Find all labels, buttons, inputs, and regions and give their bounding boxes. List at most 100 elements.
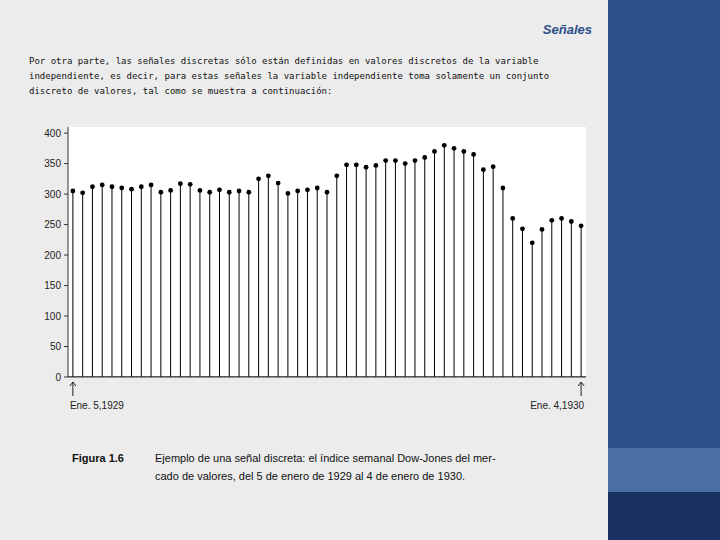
y-tick-label: 350 xyxy=(44,158,61,169)
stem xyxy=(344,162,349,377)
y-tick xyxy=(64,133,68,134)
stem-marker xyxy=(198,188,203,193)
stem-marker xyxy=(403,161,408,166)
stem-marker xyxy=(70,189,75,194)
stem-marker xyxy=(305,187,310,192)
y-tick-label: 200 xyxy=(44,250,61,261)
stem-line xyxy=(131,189,132,377)
stem xyxy=(559,216,564,377)
stem-marker xyxy=(334,173,339,178)
stem-marker xyxy=(100,183,105,188)
stem xyxy=(217,187,222,377)
stem xyxy=(178,181,183,377)
stem-line xyxy=(287,193,288,377)
stem-line xyxy=(375,165,376,377)
stem xyxy=(373,163,378,377)
stem xyxy=(119,186,124,377)
stem-marker xyxy=(149,183,154,188)
stem xyxy=(422,155,427,377)
stem-line xyxy=(141,187,142,377)
stem xyxy=(325,190,330,377)
paragraph-line: independiente, es decir, para estas seña… xyxy=(29,71,549,81)
stem-line xyxy=(346,165,347,377)
stem-line xyxy=(434,151,435,377)
stem-line xyxy=(199,190,200,377)
y-tick xyxy=(64,255,68,256)
stem-line xyxy=(532,243,533,377)
stem-marker xyxy=(413,158,418,163)
stem-line xyxy=(170,190,171,377)
stem-line xyxy=(424,157,425,377)
stem-marker xyxy=(237,189,242,194)
x-arrow xyxy=(578,382,584,396)
stem-marker xyxy=(188,182,193,187)
stem xyxy=(305,187,310,377)
y-tick xyxy=(64,163,68,164)
stem-marker xyxy=(540,227,545,232)
side-panel xyxy=(608,0,720,448)
x-axis xyxy=(68,377,586,378)
stem xyxy=(413,158,418,377)
stem-line xyxy=(483,170,484,377)
stem-line xyxy=(258,179,259,377)
stem-line xyxy=(542,229,543,377)
stem-marker xyxy=(246,190,251,195)
paragraph-line: Por otra parte, las señales discretas só… xyxy=(29,56,538,66)
stem-marker xyxy=(119,186,124,191)
y-tick xyxy=(64,224,68,225)
stem-marker xyxy=(471,152,476,157)
stem-marker xyxy=(354,162,359,167)
y-tick-label: 50 xyxy=(50,341,62,352)
stem xyxy=(129,187,134,377)
stem-line xyxy=(121,188,122,377)
stem-marker xyxy=(393,158,398,163)
y-tick-label: 0 xyxy=(55,372,61,383)
stem-marker xyxy=(481,167,486,172)
stem xyxy=(510,216,515,377)
stem-line xyxy=(297,191,298,377)
stem-marker xyxy=(315,186,320,191)
y-tick-label: 300 xyxy=(44,189,61,200)
stem-marker xyxy=(139,184,144,189)
stem-line xyxy=(366,167,367,377)
stem xyxy=(207,190,212,377)
stem xyxy=(158,190,163,377)
stem-line xyxy=(473,154,474,377)
stem-line xyxy=(336,176,337,377)
stem-line xyxy=(512,218,513,377)
stem xyxy=(461,149,466,377)
stem-marker xyxy=(510,216,515,221)
stem xyxy=(246,190,251,377)
stem-marker xyxy=(364,165,369,170)
stem-line xyxy=(522,229,523,377)
y-tick xyxy=(64,285,68,286)
stem xyxy=(90,184,95,377)
stem-line xyxy=(463,151,464,377)
stem xyxy=(286,191,291,377)
stem-line xyxy=(229,192,230,377)
stem xyxy=(110,184,115,377)
stem xyxy=(198,188,203,377)
stem xyxy=(70,189,75,377)
stem xyxy=(354,162,359,377)
stem-line xyxy=(92,187,93,377)
stem-marker xyxy=(266,173,271,178)
stem-marker xyxy=(325,190,330,195)
stem-line xyxy=(551,220,552,377)
y-tick xyxy=(64,346,68,347)
figure-label: Figura 1.6 xyxy=(72,452,124,464)
stem xyxy=(491,164,496,377)
stem-marker xyxy=(491,164,496,169)
stem-line xyxy=(239,191,240,377)
stem xyxy=(149,183,154,377)
stem-line xyxy=(356,165,357,377)
stem-marker xyxy=(129,187,134,192)
stem-marker xyxy=(90,184,95,189)
y-tick-label: 400 xyxy=(44,128,61,139)
y-tick xyxy=(64,194,68,195)
stem xyxy=(540,227,545,377)
stem xyxy=(295,189,300,377)
stem-marker xyxy=(559,216,564,221)
stem xyxy=(530,240,535,377)
stem xyxy=(100,183,105,377)
